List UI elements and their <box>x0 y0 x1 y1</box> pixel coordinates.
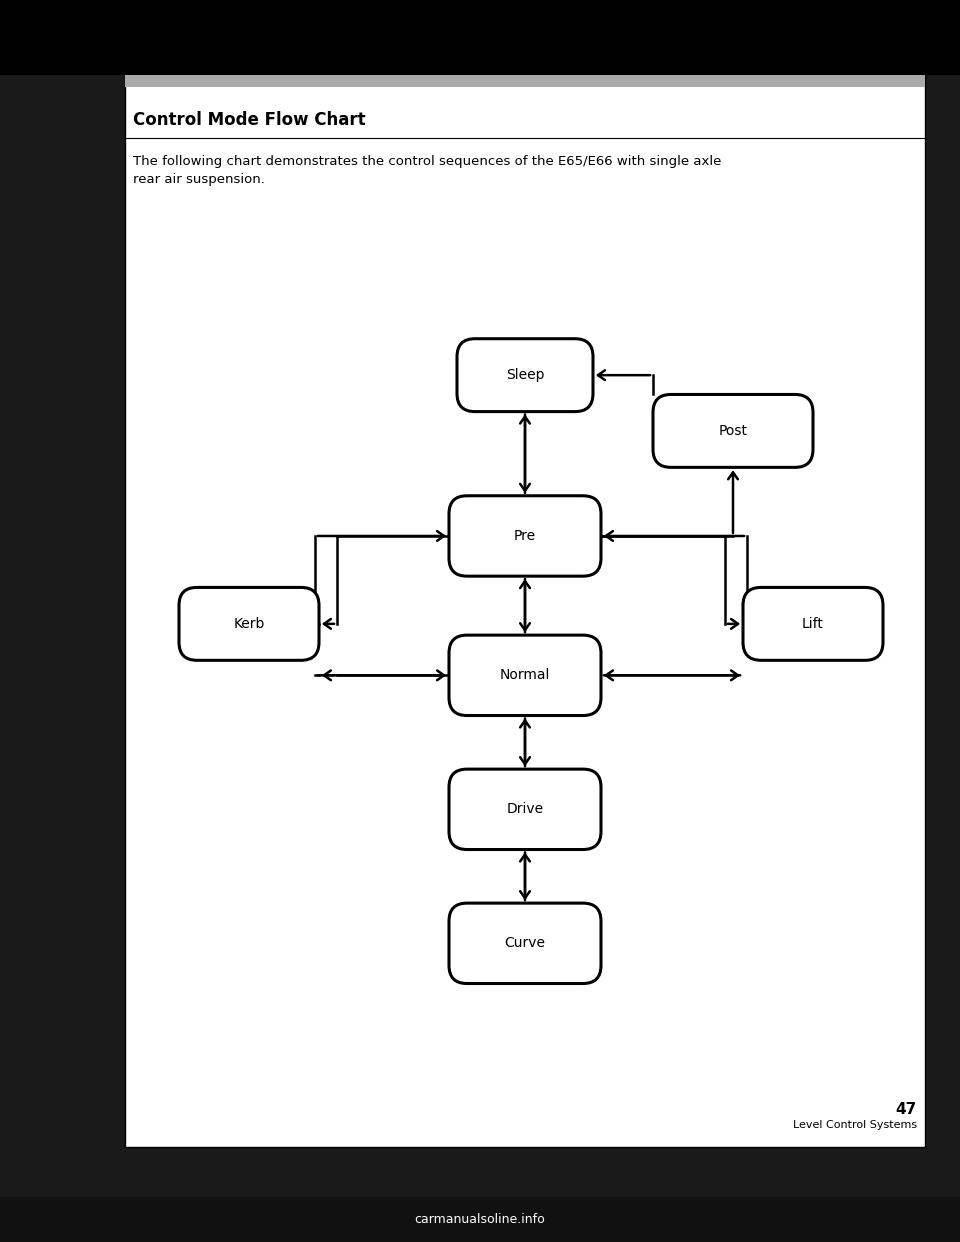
Text: Normal: Normal <box>500 668 550 682</box>
FancyBboxPatch shape <box>457 339 593 411</box>
Bar <box>0 75 125 1148</box>
Text: Pre: Pre <box>514 529 536 543</box>
Text: Post: Post <box>718 424 748 438</box>
FancyBboxPatch shape <box>449 903 601 984</box>
FancyBboxPatch shape <box>743 587 883 661</box>
Text: Lift: Lift <box>802 617 824 631</box>
Text: Drive: Drive <box>507 802 543 816</box>
Bar <box>925 75 960 1148</box>
FancyBboxPatch shape <box>449 769 601 850</box>
Text: The following chart demonstrates the control sequences of the E65/E66 with singl: The following chart demonstrates the con… <box>133 155 721 168</box>
Text: carmanualsoline.info: carmanualsoline.info <box>415 1213 545 1226</box>
Text: 47: 47 <box>896 1102 917 1117</box>
FancyBboxPatch shape <box>179 587 319 661</box>
Bar <box>0 1197 960 1242</box>
Bar <box>0 1148 960 1197</box>
Bar <box>125 75 925 87</box>
Text: Control Mode Flow Chart: Control Mode Flow Chart <box>133 111 366 129</box>
Text: Sleep: Sleep <box>506 368 544 383</box>
Bar <box>0 0 960 75</box>
Text: rear air suspension.: rear air suspension. <box>133 173 265 186</box>
Bar <box>125 75 925 1148</box>
FancyBboxPatch shape <box>449 496 601 576</box>
Text: Kerb: Kerb <box>233 617 265 631</box>
FancyBboxPatch shape <box>449 635 601 715</box>
FancyBboxPatch shape <box>653 395 813 467</box>
Text: Level Control Systems: Level Control Systems <box>793 1120 917 1130</box>
Text: Curve: Curve <box>505 936 545 950</box>
